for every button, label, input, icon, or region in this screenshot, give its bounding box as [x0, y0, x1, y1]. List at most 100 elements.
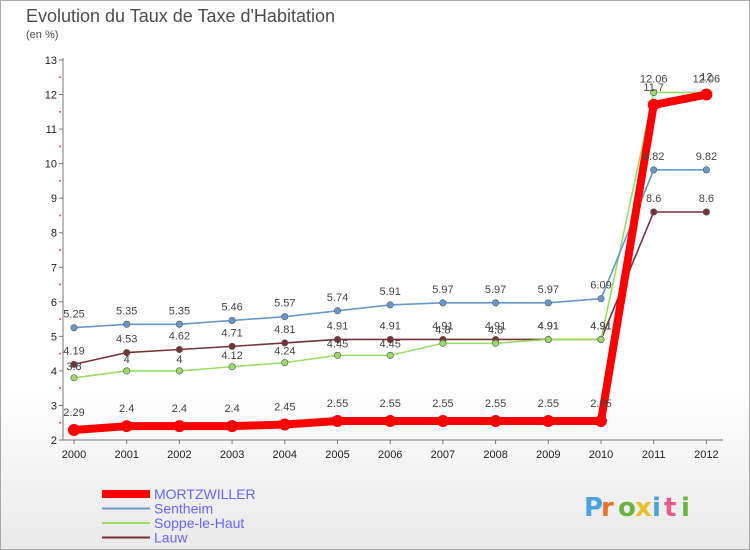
chart-unit-label: (en %) — [26, 29, 59, 41]
data-label: 2.55 — [538, 398, 559, 410]
data-point — [650, 208, 658, 216]
data-point — [331, 415, 344, 427]
x-tick-label: 2008 — [483, 449, 507, 461]
data-label: 4.91 — [327, 320, 348, 332]
data-point — [333, 307, 341, 315]
data-label: 5.35 — [169, 305, 190, 317]
data-point — [68, 423, 80, 436]
data-label: 9.82 — [643, 151, 664, 163]
y-minor-dot — [59, 387, 61, 390]
data-label: 2.55 — [327, 398, 348, 410]
x-tick-label: 2005 — [325, 449, 349, 461]
data-point — [228, 363, 236, 371]
data-point — [439, 339, 447, 347]
data-label: 5.25 — [63, 309, 84, 321]
x-tick-label: 2011 — [642, 449, 666, 461]
data-point — [439, 299, 447, 307]
data-point — [120, 420, 133, 433]
data-label: 4.24 — [274, 346, 295, 358]
y-minor-dot — [59, 318, 61, 321]
data-point — [544, 335, 552, 343]
data-point — [492, 299, 500, 307]
data-label: 2.55 — [590, 398, 611, 410]
data-label: 4.91 — [538, 320, 559, 332]
data-label: 12 — [700, 72, 712, 84]
legend-label: Soppe-le-Haut — [154, 515, 244, 531]
data-point — [70, 374, 78, 382]
data-label: 4.12 — [221, 350, 242, 362]
data-label: 2.55 — [485, 398, 506, 410]
data-point — [70, 324, 78, 332]
y-minor-dot — [59, 249, 61, 251]
proxiti-logo: Pr o x i t i — [584, 493, 690, 523]
data-label: 4.8 — [488, 324, 503, 336]
data-point — [70, 360, 78, 368]
data-label: 4.81 — [274, 324, 295, 336]
data-point — [702, 208, 710, 216]
data-label: 5.91 — [379, 286, 400, 298]
data-point — [650, 88, 658, 96]
data-label: 4.91 — [590, 320, 611, 332]
x-tick-label: 2012 — [694, 449, 718, 461]
x-tick-label: 2004 — [273, 449, 297, 461]
y-minor-dot — [59, 110, 61, 113]
logo-letter: t — [664, 493, 676, 523]
x-tick-label: 2001 — [114, 449, 138, 461]
data-point — [436, 415, 449, 427]
y-minor-dot — [59, 352, 61, 355]
data-point — [226, 420, 239, 433]
y-minor-dot — [59, 214, 61, 217]
data-point — [597, 335, 605, 343]
data-point — [333, 351, 341, 359]
data-label: 9.82 — [696, 151, 717, 163]
series-lines — [68, 88, 713, 436]
legend-label: Sentheim — [154, 501, 213, 517]
data-label: 6.09 — [590, 280, 611, 292]
x-tick-label: 2003 — [220, 449, 244, 461]
data-point — [542, 415, 555, 427]
data-label: 4.91 — [432, 320, 453, 332]
data-point — [702, 166, 710, 174]
data-label: 2.4 — [224, 403, 239, 415]
data-label: 2.55 — [432, 398, 453, 410]
y-minor-dot — [59, 283, 61, 286]
y-tick-label: 4 — [51, 366, 57, 378]
data-point — [278, 418, 291, 431]
data-point — [386, 301, 394, 309]
data-label: 4.8 — [435, 324, 450, 336]
data-label: 5.35 — [116, 305, 137, 317]
data-label: 5.97 — [485, 284, 506, 296]
data-point — [173, 420, 186, 433]
data-label: 8.6 — [646, 193, 661, 205]
y-tick-label: 6 — [51, 297, 57, 309]
data-label: 4.91 — [485, 320, 506, 332]
data-point — [123, 320, 131, 328]
axes: 2 3 4 5 6 7 8 9 10 11 12 13 2000 2001 2002 2003 2004 2005… — [45, 55, 723, 461]
data-point — [123, 349, 131, 357]
data-label: 2.4 — [119, 403, 134, 415]
data-label: 4.91 — [590, 320, 611, 332]
y-tick-label: 3 — [51, 400, 57, 412]
y-tick-label: 10 — [45, 159, 57, 171]
data-point — [384, 415, 397, 427]
y-tick-label: 9 — [51, 193, 57, 205]
data-label: 4.91 — [538, 320, 559, 332]
data-point — [281, 359, 289, 367]
logo-letter: P — [584, 493, 603, 523]
data-point — [489, 415, 502, 427]
data-point — [544, 299, 552, 307]
x-tick-label: 2000 — [62, 449, 86, 461]
data-point — [386, 351, 394, 359]
y-tick-label: 11 — [46, 124, 57, 136]
data-label: 4.71 — [221, 327, 242, 339]
data-point — [650, 166, 658, 174]
data-label: 4.62 — [169, 330, 190, 342]
data-label: 5.74 — [327, 292, 348, 304]
data-point — [123, 367, 131, 375]
x-tick-label: 2009 — [536, 449, 560, 461]
data-label: 3.8 — [66, 361, 81, 373]
data-point — [386, 335, 394, 343]
data-label: 5.46 — [221, 301, 242, 313]
legend-label: Lauw — [154, 530, 188, 546]
